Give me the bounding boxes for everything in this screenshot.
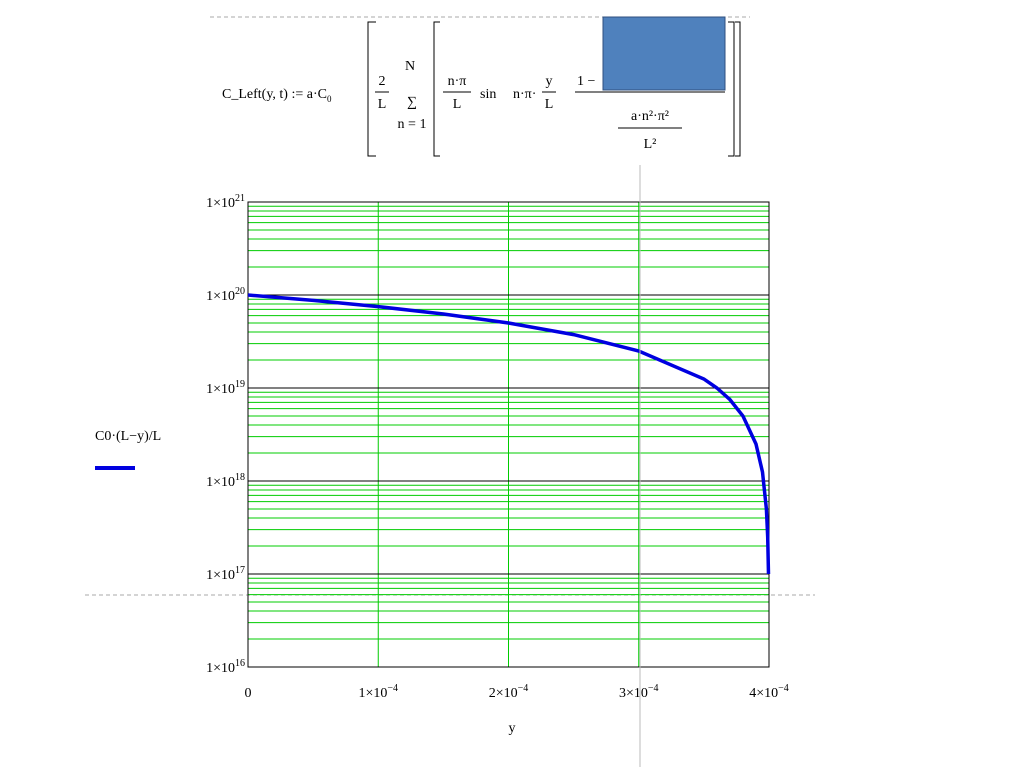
formula-text: N	[405, 59, 415, 74]
formula-text: a·n²·π²	[631, 109, 669, 124]
tick-label-base: 1×10	[206, 196, 235, 211]
sigma: ∑	[407, 95, 417, 110]
formula-text: 1 −	[577, 74, 596, 89]
formula-lhs: C_Left(y, t) := a·C0	[222, 87, 332, 104]
tick-label-exponent: −4	[778, 683, 789, 694]
formula-text: sin	[480, 87, 496, 102]
placeholder-box	[602, 16, 726, 91]
formula-text: L	[378, 97, 387, 112]
tick-label: 2×10−4	[489, 683, 529, 701]
legend-label: C0·(L−y)/L	[95, 429, 161, 444]
tick-label-exponent: 19	[235, 379, 245, 390]
tick-label: 1×1016	[206, 658, 245, 676]
tick-label: 3×10−4	[619, 683, 659, 701]
series-line	[247, 293, 771, 575]
formula-text: L	[545, 97, 554, 112]
tick-label-base: 1×10	[206, 475, 235, 490]
tick-label-exponent: 18	[235, 472, 245, 483]
tick-label: 1×1019	[206, 379, 245, 397]
tick-label-base: 1×10	[206, 661, 235, 676]
tick-label: 1×1021	[206, 193, 245, 211]
tick-label-base: 1×10	[358, 686, 387, 701]
tick-label-exponent: −4	[648, 683, 659, 694]
tick-label: 1×1020	[206, 286, 245, 304]
x-axis-label: y	[509, 721, 516, 736]
tick-label-base: 3×10	[619, 686, 648, 701]
formula: C_Left(y, t) := a·C0 2 L N ∑ n = 1 n·π L…	[222, 21, 741, 157]
tick-label: 1×1017	[206, 565, 245, 583]
plot-frame	[247, 201, 770, 668]
formula-text: 2	[379, 74, 386, 89]
tick-label: 4×10−4	[749, 683, 789, 701]
formula-text: n·π·	[513, 87, 536, 102]
tick-label-base: 2×10	[489, 686, 518, 701]
tick-label-exponent: 20	[235, 286, 245, 297]
tick-label-base: 1×10	[206, 289, 235, 304]
brackets	[367, 21, 741, 157]
tick-label: 0	[245, 686, 252, 701]
formula-text: n = 1	[398, 117, 427, 132]
tick-label: 1×10−4	[358, 683, 398, 701]
formula-text: L	[453, 97, 462, 112]
formula-text: n·π	[448, 74, 467, 89]
tick-label-exponent: −4	[518, 683, 529, 694]
tick-label-exponent: 16	[235, 658, 245, 669]
plot: 0 1×10−4 2×10−4 3×10−4 4×10−41×10161×10171×1…	[95, 193, 789, 736]
tick-label-exponent: 21	[235, 193, 245, 204]
formula-text: L²	[644, 137, 657, 152]
tick-label-base: 1×10	[206, 568, 235, 583]
tick-label-base: 4×10	[749, 686, 778, 701]
tick-label-exponent: 17	[235, 565, 245, 576]
formula-text: y	[546, 74, 553, 89]
tick-label-base: 1×10	[206, 382, 235, 397]
tick-label: 1×1018	[206, 472, 245, 490]
tick-label-exponent: −4	[387, 683, 398, 694]
